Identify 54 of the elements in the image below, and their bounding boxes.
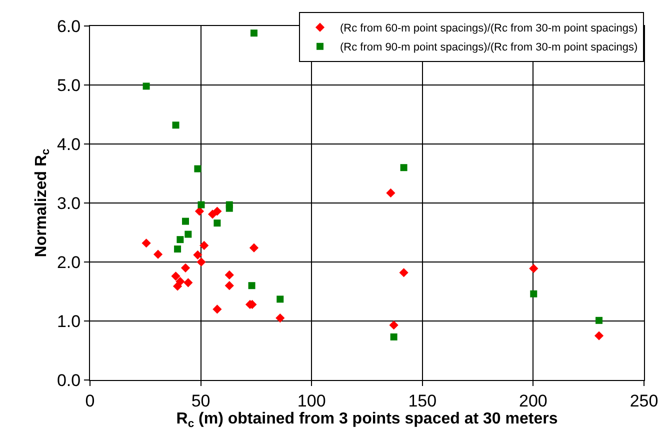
point — [390, 333, 398, 340]
point — [386, 188, 396, 198]
point — [529, 264, 538, 274]
point — [184, 230, 192, 238]
point — [276, 314, 285, 323]
y-tick-label: 2.0 — [56, 252, 81, 272]
point — [174, 246, 182, 253]
x-tick-label: 150 — [408, 391, 437, 410]
point — [594, 331, 604, 340]
point — [171, 272, 180, 281]
legend-label: (Rc from 60-m point spacings)/(Rc from 30-m point spacings) — [340, 22, 638, 35]
point — [198, 201, 205, 208]
x-axis-title: R$_{c}$ (m) obtained from 3 points spaced at 30 meters — [176, 410, 558, 430]
point — [200, 240, 209, 250]
point — [142, 238, 151, 248]
y-tick-label: 3.0 — [56, 194, 81, 213]
y-tick-label: 5.0 — [56, 76, 81, 95]
x-tick-label: 0 — [85, 391, 95, 410]
point — [182, 218, 190, 225]
point — [248, 282, 256, 290]
x-tick-label: 50 — [191, 391, 210, 410]
point — [196, 257, 206, 267]
point — [214, 220, 221, 227]
point — [389, 320, 398, 330]
point — [596, 316, 603, 324]
point — [142, 82, 150, 90]
point — [249, 243, 259, 252]
point — [176, 236, 184, 244]
point — [399, 268, 408, 278]
y-tick-label: 6.0 — [56, 16, 81, 36]
point — [176, 276, 185, 286]
x-tick-label: 250 — [630, 391, 658, 410]
x-tick-label: 200 — [519, 391, 548, 410]
point — [194, 206, 204, 216]
point — [226, 204, 233, 212]
point — [184, 278, 193, 288]
legend-label: (Rc from 90-m point spacings)/(Rc from 30-m point spacings) — [340, 42, 638, 54]
point — [400, 164, 408, 172]
point — [212, 304, 222, 314]
point — [530, 290, 538, 298]
point — [250, 30, 258, 37]
x-tick-label: 100 — [297, 391, 326, 410]
point — [172, 122, 180, 129]
point — [224, 281, 234, 290]
point — [194, 165, 202, 172]
point — [224, 270, 234, 280]
y-tick-label: 4.0 — [56, 134, 81, 154]
point — [212, 206, 222, 216]
point — [276, 296, 284, 303]
point — [153, 250, 163, 259]
point — [193, 250, 202, 260]
point — [180, 263, 190, 272]
y-tick-label: 1.0 — [56, 312, 81, 331]
y-tick-label: 0.0 — [56, 370, 81, 390]
